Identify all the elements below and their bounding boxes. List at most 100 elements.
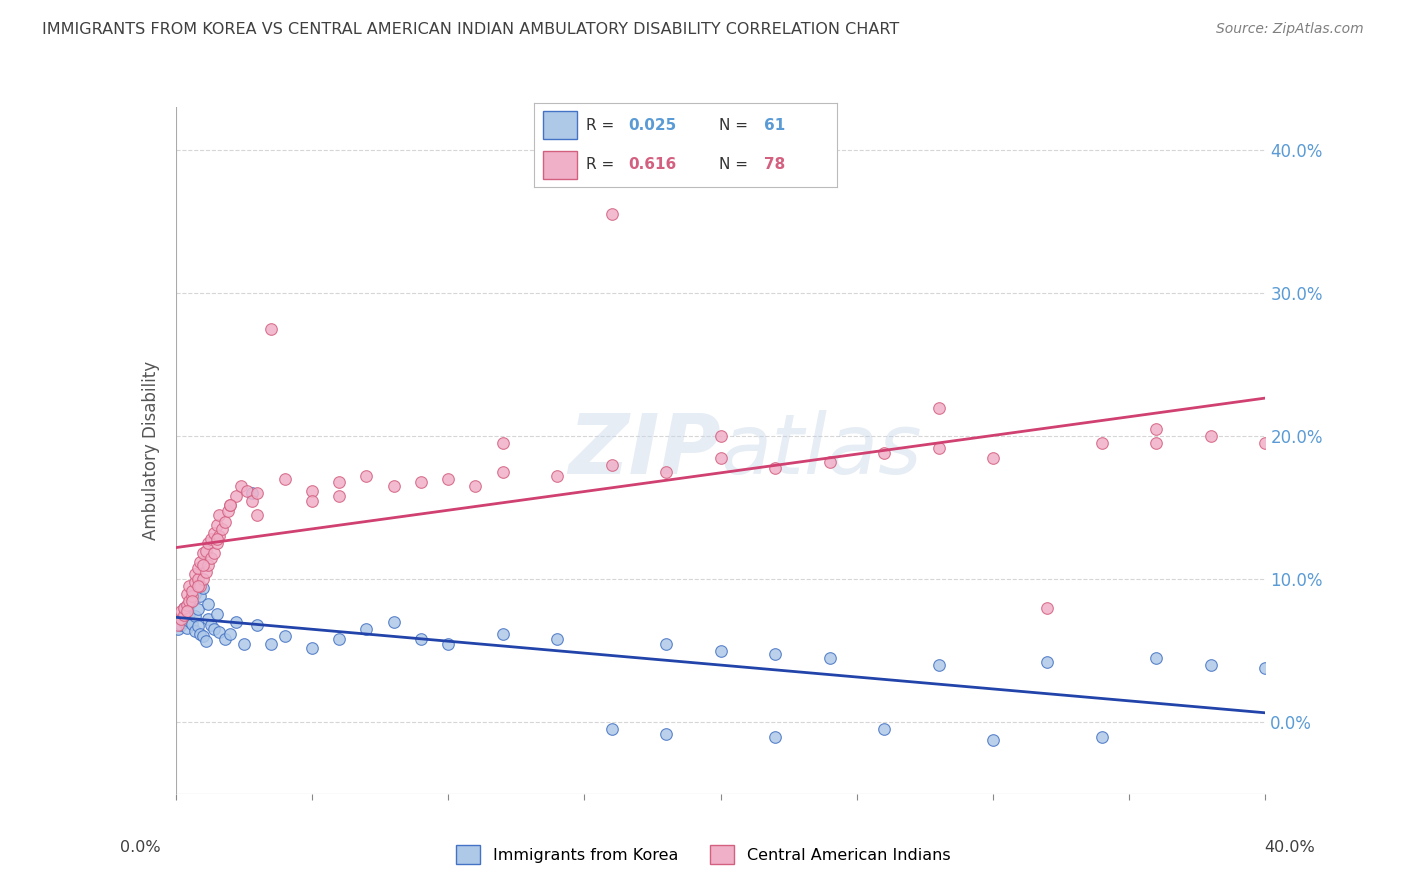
Point bbox=[167, 618, 190, 632]
Point bbox=[1091, 730, 1114, 744]
Point bbox=[1036, 600, 1059, 615]
Point bbox=[546, 469, 568, 483]
Point bbox=[356, 469, 378, 483]
Point bbox=[181, 590, 204, 604]
Point bbox=[173, 600, 195, 615]
Text: R =: R = bbox=[586, 157, 624, 172]
Point bbox=[173, 615, 195, 630]
Point bbox=[260, 637, 283, 651]
Point bbox=[176, 604, 198, 618]
Point bbox=[763, 460, 786, 475]
Point bbox=[205, 607, 228, 621]
Point bbox=[214, 515, 236, 529]
Point bbox=[197, 536, 219, 550]
Point bbox=[818, 651, 841, 665]
Point bbox=[202, 526, 225, 541]
Point bbox=[170, 604, 193, 618]
Point bbox=[232, 637, 254, 651]
Point bbox=[179, 614, 201, 628]
Point bbox=[328, 475, 350, 489]
Point bbox=[173, 600, 195, 615]
Text: atlas: atlas bbox=[721, 410, 922, 491]
Point bbox=[191, 581, 214, 595]
Point bbox=[186, 572, 209, 586]
Point bbox=[208, 625, 231, 640]
Text: Source: ZipAtlas.com: Source: ZipAtlas.com bbox=[1216, 22, 1364, 37]
Point bbox=[181, 616, 204, 631]
Text: 0.0%: 0.0% bbox=[120, 840, 160, 855]
Point bbox=[928, 401, 950, 415]
Point bbox=[246, 486, 269, 500]
Point bbox=[260, 322, 283, 336]
Point bbox=[173, 607, 195, 622]
Legend: Immigrants from Korea, Central American Indians: Immigrants from Korea, Central American … bbox=[450, 838, 956, 871]
Point bbox=[928, 658, 950, 673]
FancyBboxPatch shape bbox=[543, 151, 576, 178]
Text: 61: 61 bbox=[763, 118, 786, 133]
Point bbox=[1199, 429, 1222, 443]
Point bbox=[194, 565, 217, 579]
Point bbox=[710, 644, 733, 658]
Point bbox=[181, 593, 204, 607]
Point bbox=[928, 441, 950, 455]
Point bbox=[191, 630, 214, 644]
Text: N =: N = bbox=[718, 118, 752, 133]
Point bbox=[205, 532, 228, 546]
Point bbox=[191, 546, 214, 561]
Point bbox=[873, 723, 896, 737]
Point bbox=[219, 498, 242, 512]
Point bbox=[1144, 436, 1167, 450]
Point bbox=[219, 626, 242, 640]
Point bbox=[176, 604, 198, 618]
Point bbox=[167, 623, 190, 637]
Point bbox=[1091, 436, 1114, 450]
Text: ZIP: ZIP bbox=[568, 410, 721, 491]
Point bbox=[240, 493, 263, 508]
Point bbox=[173, 607, 195, 622]
Point bbox=[600, 723, 623, 737]
Point bbox=[437, 472, 460, 486]
Point bbox=[208, 508, 231, 522]
Point bbox=[184, 586, 207, 600]
Point bbox=[184, 624, 207, 638]
Point bbox=[194, 543, 217, 558]
Y-axis label: Ambulatory Disability: Ambulatory Disability bbox=[142, 361, 160, 540]
Point bbox=[981, 732, 1004, 747]
Point bbox=[214, 632, 236, 647]
Point bbox=[186, 561, 209, 575]
Point bbox=[184, 575, 207, 590]
Point bbox=[184, 566, 207, 581]
Point bbox=[217, 503, 239, 517]
Point bbox=[186, 619, 209, 633]
Point bbox=[197, 558, 219, 572]
Point bbox=[246, 618, 269, 632]
Point bbox=[655, 465, 678, 479]
Point bbox=[184, 609, 207, 624]
Point bbox=[225, 489, 247, 503]
Point bbox=[710, 450, 733, 465]
Point bbox=[186, 602, 209, 616]
Text: 78: 78 bbox=[763, 157, 786, 172]
Point bbox=[176, 598, 198, 612]
Point bbox=[409, 632, 432, 647]
Point bbox=[981, 450, 1004, 465]
Point bbox=[231, 479, 253, 493]
Point bbox=[274, 630, 297, 644]
Point bbox=[382, 479, 405, 493]
Point bbox=[191, 558, 214, 572]
Point bbox=[274, 472, 297, 486]
Text: 0.616: 0.616 bbox=[628, 157, 676, 172]
Point bbox=[818, 455, 841, 469]
Point bbox=[205, 536, 228, 550]
Point bbox=[492, 626, 515, 640]
Point bbox=[208, 529, 231, 543]
Point bbox=[191, 572, 214, 586]
Point bbox=[170, 612, 193, 626]
Point bbox=[179, 607, 201, 621]
Point bbox=[188, 555, 211, 569]
Point bbox=[382, 615, 405, 630]
Text: 0.025: 0.025 bbox=[628, 118, 676, 133]
Point bbox=[1199, 658, 1222, 673]
Point bbox=[409, 475, 432, 489]
Point bbox=[181, 593, 204, 607]
